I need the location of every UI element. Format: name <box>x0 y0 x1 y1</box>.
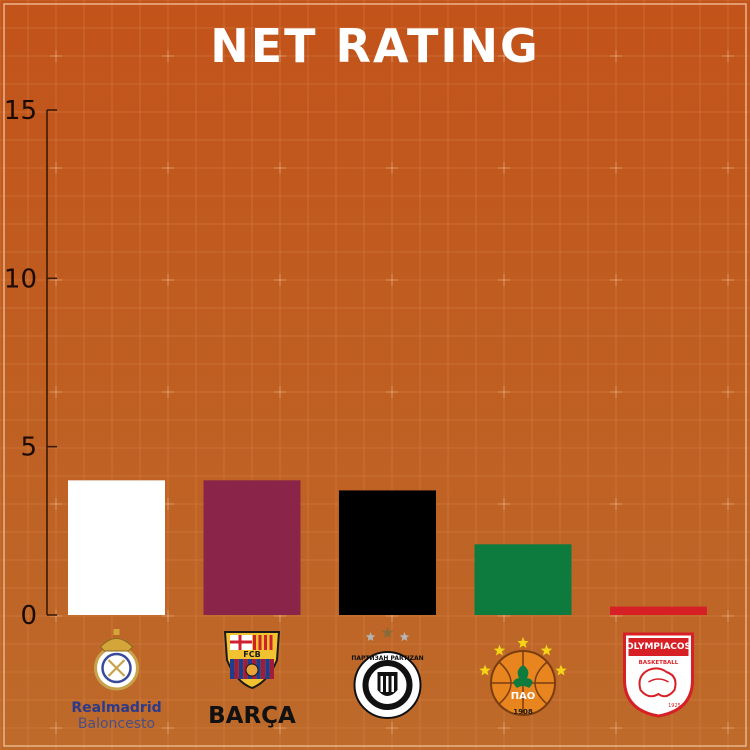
y-axis: 0 5 10 15 <box>4 96 57 631</box>
fc-barcelona-crest-icon: FCB <box>223 631 281 690</box>
barca-wordmark: BARÇA <box>208 703 296 729</box>
pao-crest-text: ΠΑΟ <box>511 691 536 702</box>
star-icon <box>540 644 553 656</box>
star-icon <box>365 632 376 641</box>
bar-1 <box>68 480 165 615</box>
y-tick-label: 5 <box>20 433 37 463</box>
olympiacos-year: 1925 <box>668 703 681 709</box>
bar-5 <box>610 606 707 615</box>
y-tick-label: 15 <box>4 96 37 126</box>
olympiacos-crest-text: OLYMPIACOS <box>626 642 691 652</box>
star-icon <box>381 627 394 638</box>
partizan-crest-icon: ПАРТИЗАН PARTIZAN <box>351 627 424 719</box>
olympiacos-crest-icon: OLYMPIACOS BASKETBALL 1925 <box>623 632 694 718</box>
star-icon <box>399 632 410 641</box>
real-madrid-crest-icon <box>94 629 139 691</box>
y-tick-label: 10 <box>4 264 37 294</box>
panathinaikos-crest-icon: ΠΑΟ 1908 <box>479 637 567 716</box>
pao-year: 1908 <box>513 708 533 716</box>
chart-title: NET RATING <box>210 19 540 73</box>
bar-2 <box>203 480 301 615</box>
star-icon <box>517 637 529 648</box>
bar-4 <box>474 544 572 615</box>
frame-border <box>3 3 747 747</box>
star-icon <box>493 644 506 656</box>
real-madrid-wordmark: Realmadrid <box>71 700 161 716</box>
real-madrid-subtitle: Baloncesto <box>78 716 155 732</box>
star-icon <box>479 664 491 676</box>
bars <box>68 480 707 615</box>
bar-3 <box>339 490 436 615</box>
star-icon <box>555 664 567 676</box>
y-tick-label: 0 <box>20 601 37 631</box>
fcb-crest-text: FCB <box>243 650 260 659</box>
olympiacos-crest-sub: BASKETBALL <box>639 660 679 666</box>
partizan-crest-text: ПАРТИЗАН PARTIZAN <box>351 655 423 662</box>
